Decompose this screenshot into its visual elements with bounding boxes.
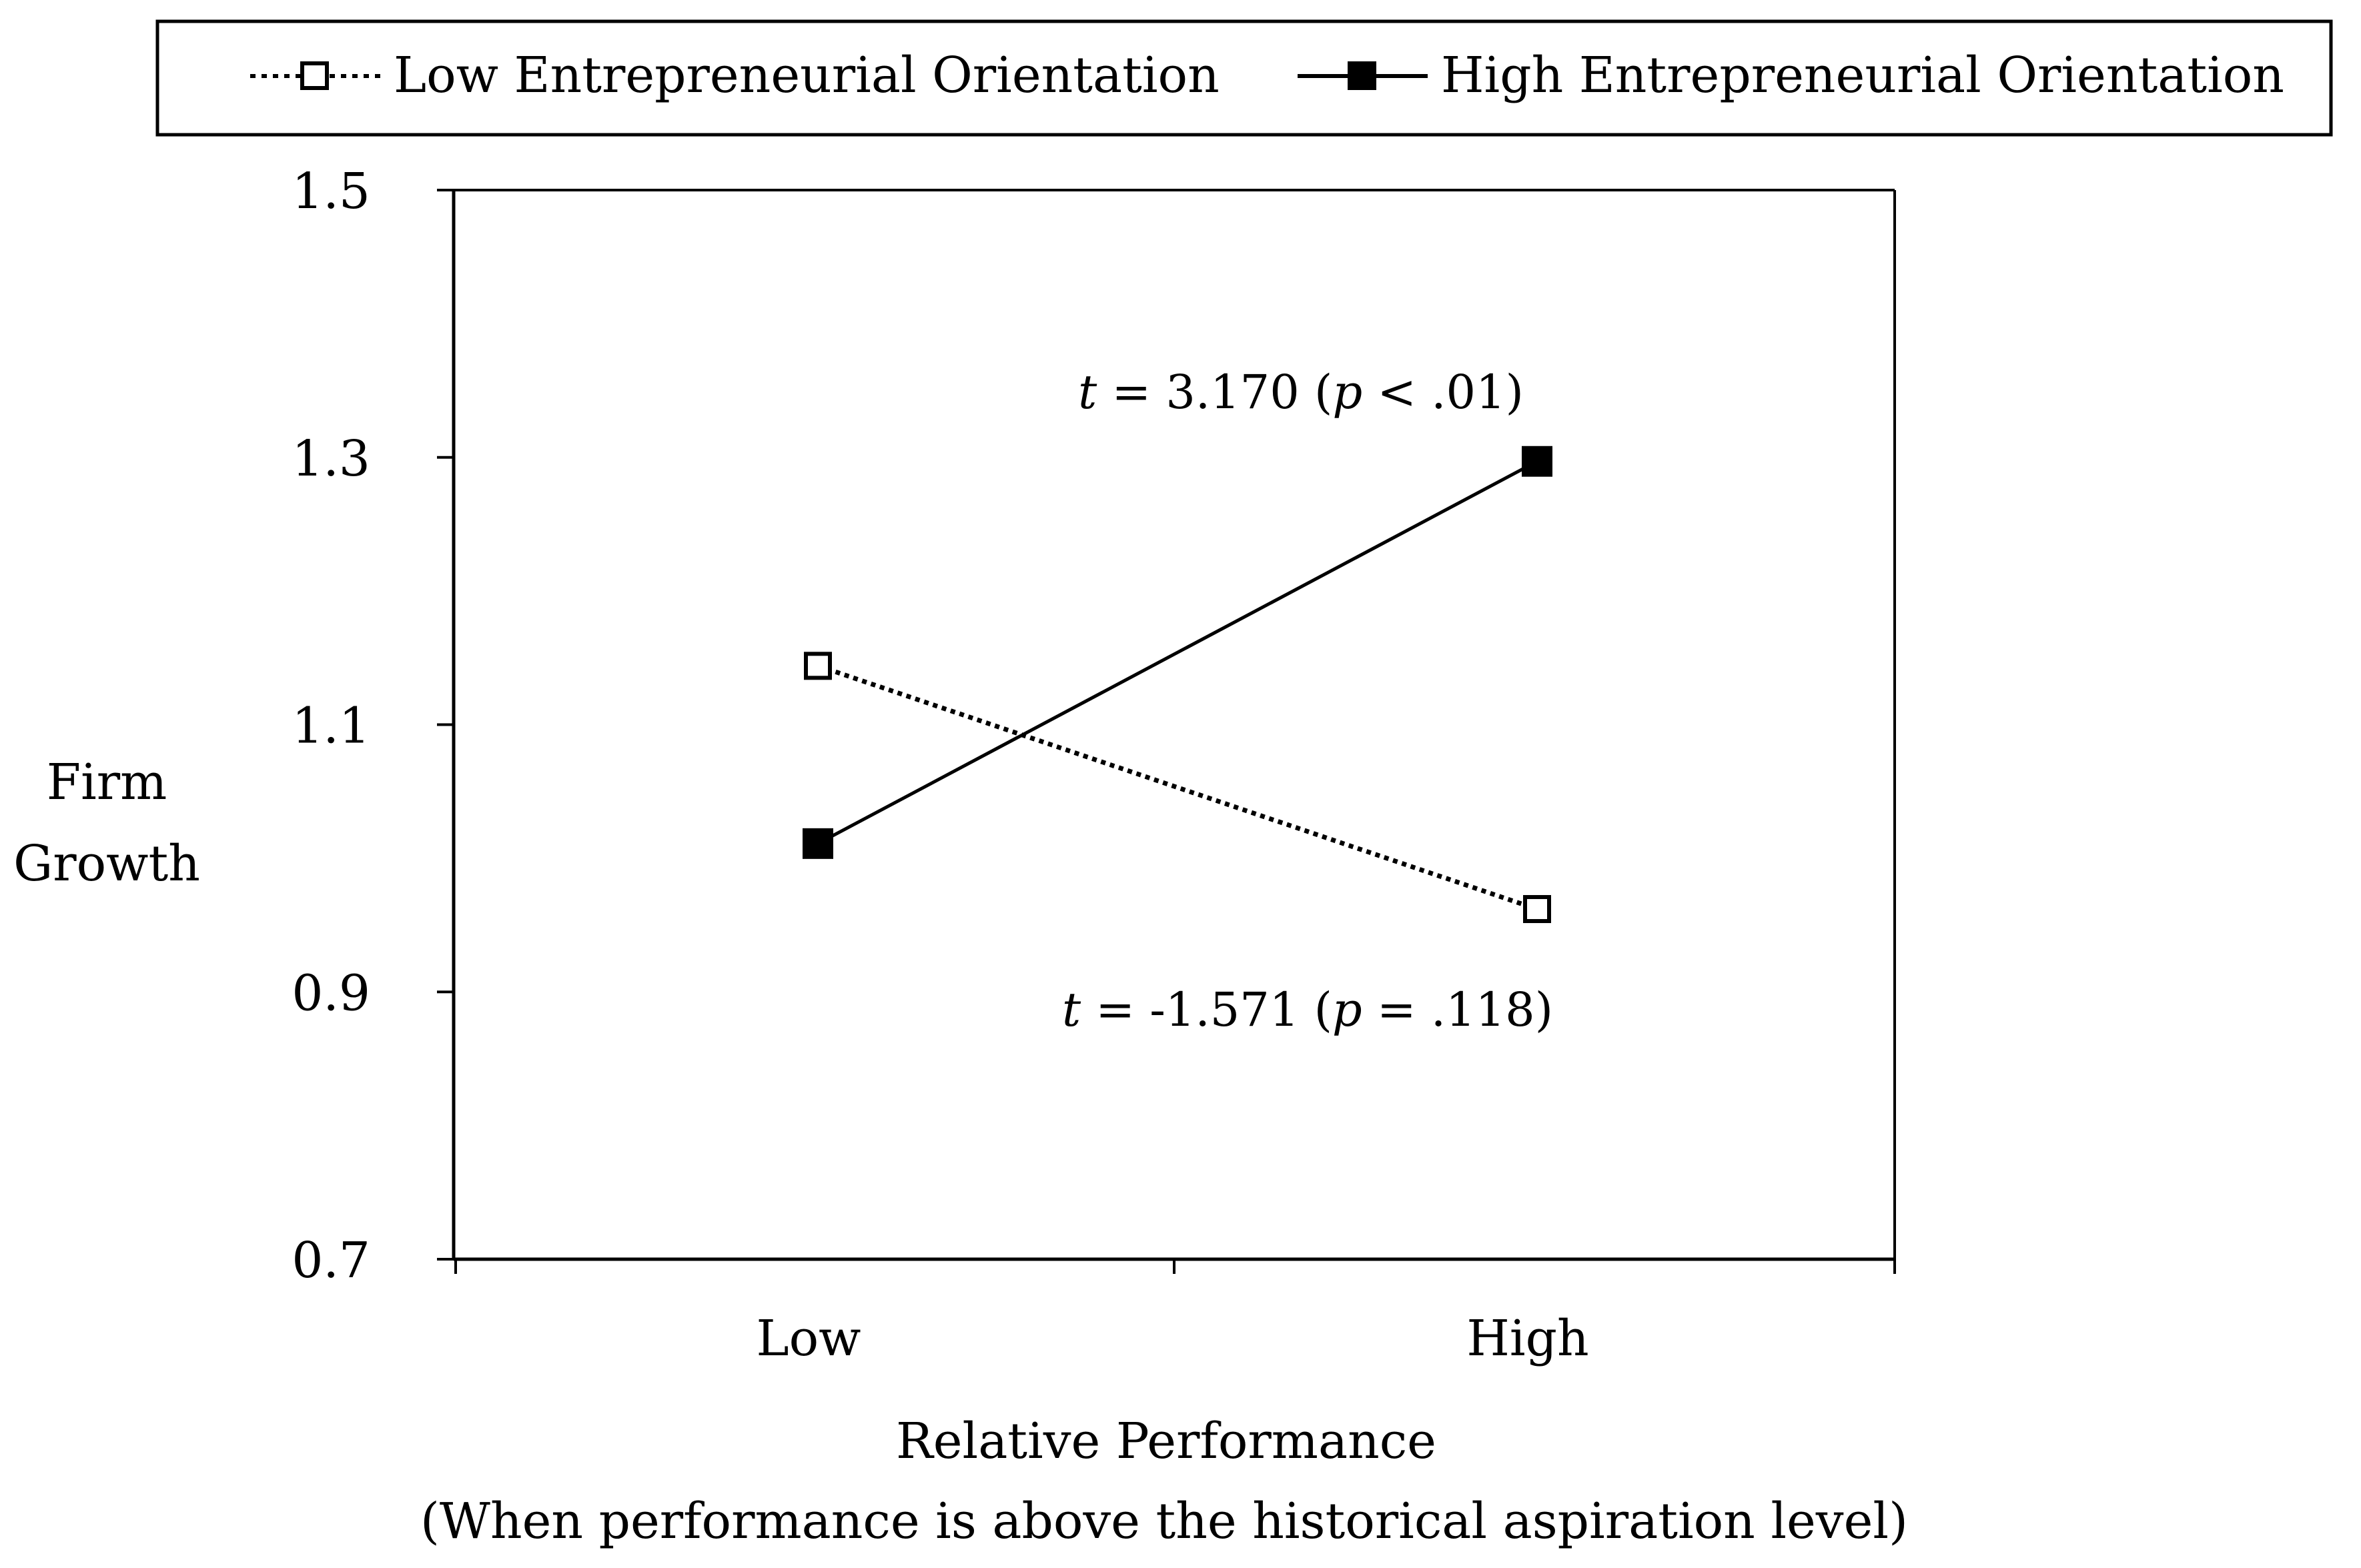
data-point-high-eo-high [1522, 446, 1552, 477]
y-tick-label: 0.7 [292, 1232, 370, 1289]
series-line-high-eo [817, 460, 1538, 846]
annotation-low-eo-t-value: = -1.571 ( [1081, 982, 1332, 1037]
annotation-high-eo: t = 3.170 (p < .01) [1078, 365, 1524, 420]
x-category-labels: Low High [756, 1310, 1588, 1367]
x-axis [454, 1257, 1896, 1274]
series-layer [803, 446, 1552, 924]
legend-marker-high-eo [1348, 61, 1376, 90]
y-axis-title-line-2: Growth [13, 835, 200, 892]
x-category-label: Low [756, 1310, 861, 1367]
y-axis-title: Firm Growth [13, 754, 200, 892]
x-axis-subtitle: (When performance is above the historica… [420, 1493, 1908, 1550]
legend-item-low-eo: Low Entrepreneurial Orientation [250, 47, 1220, 104]
x-axis-title: Relative Performance [896, 1413, 1436, 1470]
legend-frame [155, 19, 2333, 137]
legend-item-high-eo: High Entrepreneurial Orientation [1298, 47, 2284, 104]
y-axis [437, 189, 456, 1261]
data-point-low-eo-high [1523, 895, 1551, 924]
x-category-label: High [1466, 1310, 1588, 1367]
annotation-high-eo-p-value: < .01) [1362, 365, 1524, 420]
y-tick-label: 1.3 [292, 430, 370, 488]
annotation-low-eo-t: t [1062, 982, 1081, 1037]
annotation-high-eo-p: p [1332, 365, 1362, 420]
y-tick-label: 0.9 [292, 964, 370, 1022]
y-tick-label: 1.5 [292, 163, 370, 220]
annotation-low-eo: t = -1.571 (p = .118) [1062, 982, 1553, 1037]
annotation-low-eo-p: p [1332, 982, 1362, 1037]
y-axis-title-line-1: Firm [47, 754, 167, 811]
annotation-high-eo-t: t [1078, 365, 1097, 420]
annotation-low-eo-p-value: = .118) [1362, 982, 1553, 1037]
annotation-high-eo-t-value: = 3.170 ( [1097, 365, 1332, 420]
y-tick-label: 1.1 [292, 698, 370, 755]
y-tick-labels: 1.5 1.3 1.1 0.9 0.7 [292, 163, 370, 1289]
legend-label-low-eo: Low Entrepreneurial Orientation [394, 47, 1220, 104]
plot-frame [454, 189, 1896, 1274]
legend: Low Entrepreneurial Orientation High Ent… [155, 19, 2333, 137]
data-point-high-eo-low [803, 828, 833, 859]
data-point-low-eo-low [804, 652, 832, 680]
legend-label-high-eo: High Entrepreneurial Orientation [1441, 47, 2284, 104]
legend-marker-low-eo [300, 61, 329, 90]
